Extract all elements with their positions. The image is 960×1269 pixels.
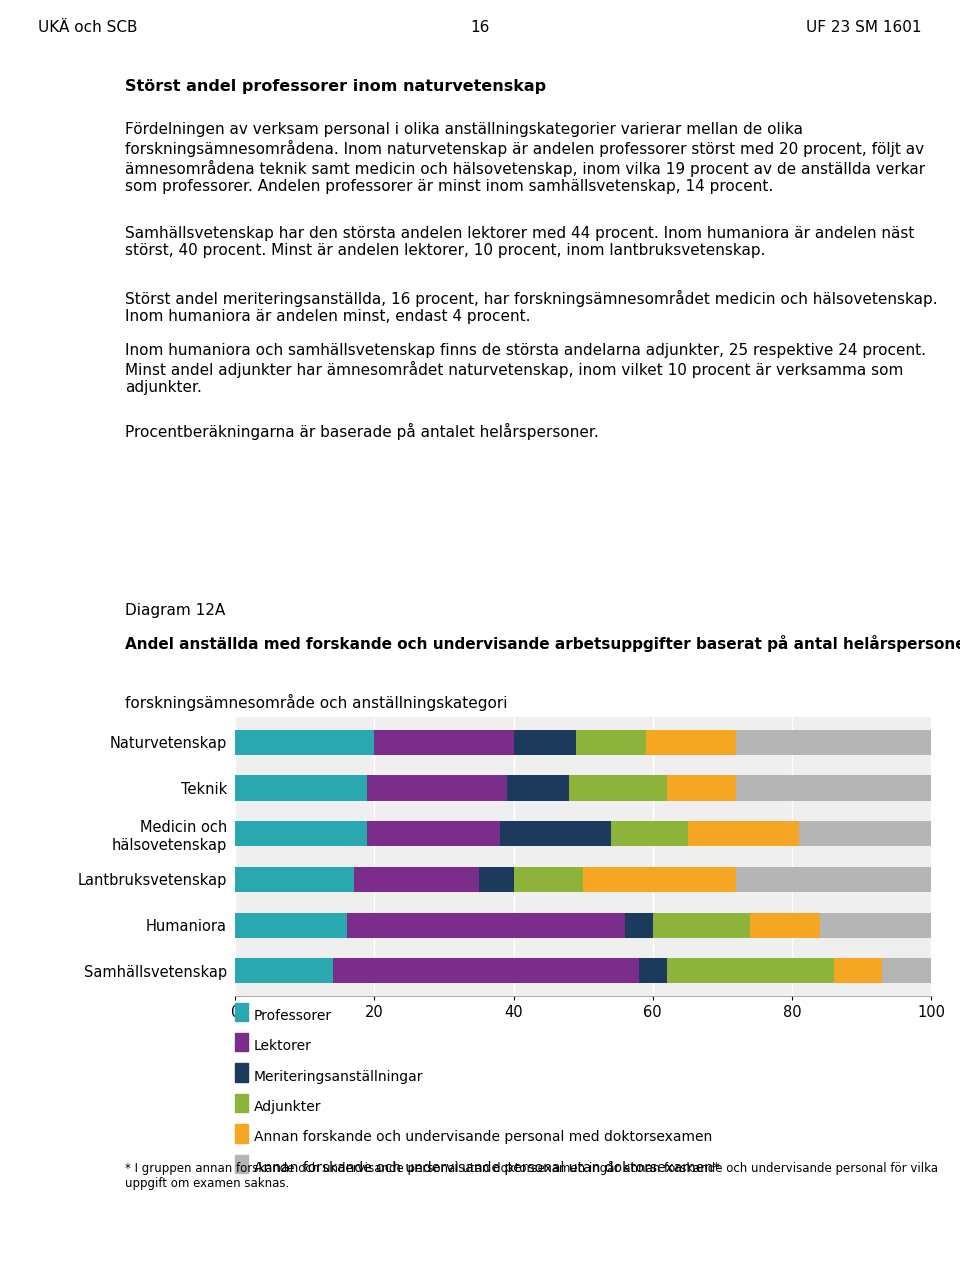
Bar xyxy=(646,730,736,755)
Bar xyxy=(235,775,368,801)
Text: Inom humaniora och samhällsvetenskap finns de största andelarna adjunkter, 25 re: Inom humaniora och samhällsvetenskap fin… xyxy=(125,343,925,396)
Text: Professorer: Professorer xyxy=(254,1009,332,1023)
FancyBboxPatch shape xyxy=(235,1155,248,1173)
Bar xyxy=(833,958,882,983)
Text: Meriteringsanställningar: Meriteringsanställningar xyxy=(254,1070,423,1084)
Bar xyxy=(882,958,931,983)
Text: Procentberäkningarna är baserade på antalet helårspersoner.: Procentberäkningarna är baserade på anta… xyxy=(125,423,598,440)
Text: Adjunkter: Adjunkter xyxy=(254,1100,322,1114)
Bar xyxy=(235,730,374,755)
Bar xyxy=(611,821,687,846)
Text: Lektorer: Lektorer xyxy=(254,1039,312,1053)
Bar xyxy=(235,821,368,846)
FancyBboxPatch shape xyxy=(235,1003,248,1020)
Bar xyxy=(799,821,931,846)
Text: Andel anställda med forskande och undervisande arbetsuppgifter baserat på antal : Andel anställda med forskande och underv… xyxy=(125,634,960,652)
Bar xyxy=(666,958,833,983)
Bar xyxy=(514,867,583,892)
Text: UKÄ och SCB: UKÄ och SCB xyxy=(38,20,138,34)
Bar xyxy=(499,821,611,846)
Bar xyxy=(569,775,666,801)
Bar xyxy=(736,775,931,801)
Bar xyxy=(639,958,666,983)
Bar xyxy=(584,867,736,892)
Bar xyxy=(736,867,931,892)
Bar xyxy=(353,867,479,892)
Text: 16: 16 xyxy=(470,20,490,34)
Bar xyxy=(751,912,820,938)
Bar xyxy=(235,912,347,938)
Text: Störst andel meriteringsanställda, 16 procent, har forskningsämnesområdet medici: Störst andel meriteringsanställda, 16 pr… xyxy=(125,289,937,325)
Bar xyxy=(368,775,507,801)
FancyBboxPatch shape xyxy=(235,1124,248,1142)
FancyBboxPatch shape xyxy=(235,1094,248,1112)
FancyBboxPatch shape xyxy=(235,1033,248,1051)
Bar xyxy=(625,912,653,938)
Bar xyxy=(507,775,569,801)
Bar xyxy=(653,912,751,938)
Bar xyxy=(687,821,799,846)
Bar xyxy=(666,775,736,801)
Bar xyxy=(332,958,639,983)
Text: UF 23 SM 1601: UF 23 SM 1601 xyxy=(806,20,922,34)
Text: Fördelningen av verksam personal i olika anställningskategorier varierar mellan : Fördelningen av verksam personal i olika… xyxy=(125,122,924,194)
Text: Samhällsvetenskap har den största andelen lektorer med 44 procent. Inom humanior: Samhällsvetenskap har den största andele… xyxy=(125,226,914,259)
Text: forskningsämnesområde och anställningskategori: forskningsämnesområde och anställningska… xyxy=(125,694,507,711)
Bar xyxy=(374,730,514,755)
Text: Diagram 12A: Diagram 12A xyxy=(125,603,225,618)
Text: * I gruppen annan forskande och undervisande personal utan doktorsexamen ingår a: * I gruppen annan forskande och undervis… xyxy=(125,1161,938,1190)
Bar xyxy=(347,912,625,938)
Bar xyxy=(820,912,931,938)
Bar xyxy=(576,730,646,755)
Text: Annan forskande och undervisande personal med doktorsexamen: Annan forskande och undervisande persona… xyxy=(254,1131,712,1145)
Bar xyxy=(368,821,499,846)
Bar xyxy=(514,730,576,755)
Bar xyxy=(736,730,931,755)
FancyBboxPatch shape xyxy=(235,1063,248,1081)
Bar xyxy=(235,958,332,983)
Bar xyxy=(479,867,514,892)
Bar xyxy=(235,867,353,892)
Text: Annan forskande och undervisande personal utan doktorsexamen*: Annan forskande och undervisande persona… xyxy=(254,1161,720,1175)
Text: Störst andel professorer inom naturvetenskap: Störst andel professorer inom naturveten… xyxy=(125,80,546,94)
